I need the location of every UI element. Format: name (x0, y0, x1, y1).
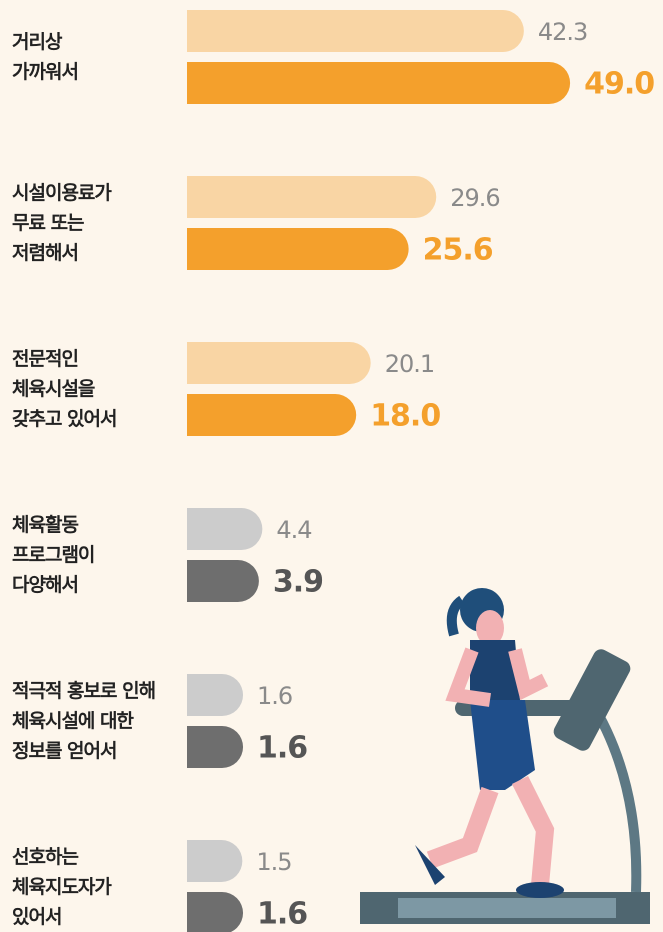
bar (187, 342, 371, 384)
value-label: 1.6 (257, 682, 292, 710)
bar (187, 394, 357, 436)
value-label: 20.1 (385, 350, 434, 378)
value-label: 1.5 (256, 848, 291, 876)
category-label: 선호하는 체육지도자가 있어서 (12, 846, 112, 928)
value-label: 3.9 (273, 565, 323, 600)
value-label: 1.6 (257, 731, 307, 766)
bar (187, 176, 437, 218)
value-label: 18.0 (370, 399, 440, 434)
category-label: 거리상 가까워서 (12, 31, 79, 83)
category-label: 적극적 홍보로 인해 체육시설에 대한 정보를 얻어서 (12, 680, 156, 762)
value-label: 1.6 (257, 897, 307, 932)
bar (187, 228, 409, 270)
category-label: 시설이용료가 무료 또는 저렴해서 (12, 182, 112, 264)
category-label: 체육활동 프로그램이 다양해서 (12, 514, 95, 596)
category-label: 전문적인 체육시설을 갖추고 있어서 (12, 348, 118, 430)
bar (187, 62, 571, 104)
value-label: 42.3 (538, 18, 587, 46)
bar (187, 560, 259, 602)
treadmill-illustration (360, 588, 650, 924)
bar (187, 840, 243, 882)
bar (187, 674, 244, 716)
value-label: 49.0 (584, 67, 654, 102)
bar (187, 892, 244, 932)
bar (187, 10, 524, 52)
value-label: 29.6 (450, 184, 499, 212)
bar (187, 508, 263, 550)
value-label: 25.6 (423, 233, 493, 268)
bar (187, 726, 244, 768)
value-label: 4.4 (276, 516, 311, 544)
